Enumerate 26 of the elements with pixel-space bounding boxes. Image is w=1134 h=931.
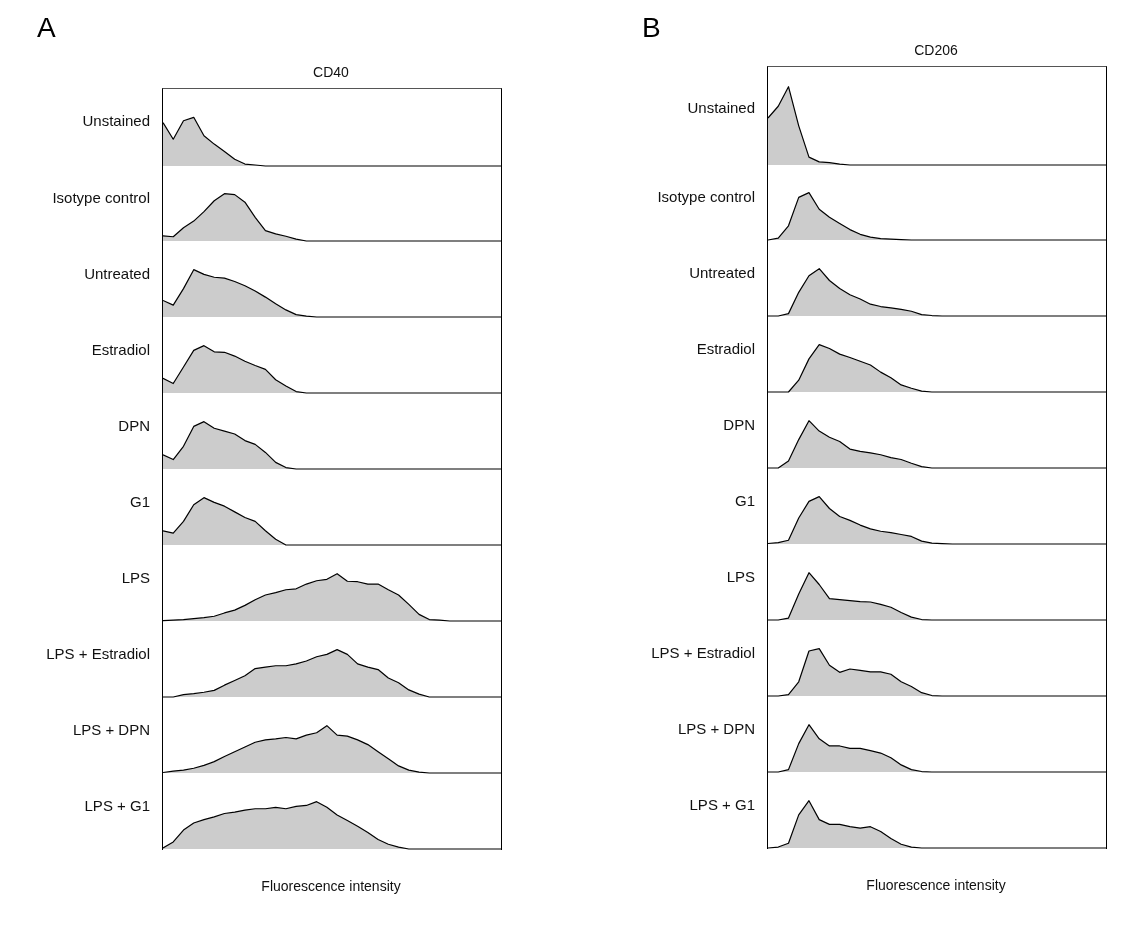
y-axis-title: Untreated (689, 263, 755, 281)
y-axis-title: Isotype control (657, 187, 755, 205)
y-axis-title: G1 (734, 491, 755, 509)
y-axis-title: G1 (129, 492, 150, 510)
y-axis-title: Unstained (82, 111, 150, 129)
y-axis-title: LPS + G1 (84, 796, 150, 814)
y-axis-title: Isotype control (52, 188, 150, 206)
chart-title: CD206 (913, 42, 959, 58)
y-axis-title: DPN (118, 416, 150, 434)
y-axis-title: LPS (726, 567, 755, 585)
y-axis-title: Unstained (687, 98, 755, 116)
y-axis-title: LPS + Estradiol (46, 644, 150, 662)
y-axis-title: Estradiol (696, 339, 755, 357)
text: A (37, 12, 56, 44)
y-axis-title: LPS + DPN (72, 720, 150, 738)
y-axis-title: Untreated (84, 264, 150, 282)
x-axis-title: Fluorescence intensity (865, 877, 1007, 893)
y-axis-title: DPN (723, 415, 755, 433)
y-axis-title: LPS (121, 568, 150, 586)
y-axis-title: LPS + Estradiol (651, 643, 755, 661)
chart-title: CD40 (312, 64, 350, 80)
y-axis-title: LPS + DPN (677, 719, 755, 737)
x-axis-title: Fluorescence intensity (260, 878, 402, 894)
y-axis-title: Estradiol (91, 340, 150, 358)
text: B (642, 12, 661, 44)
y-axis-title: LPS + G1 (689, 795, 755, 813)
